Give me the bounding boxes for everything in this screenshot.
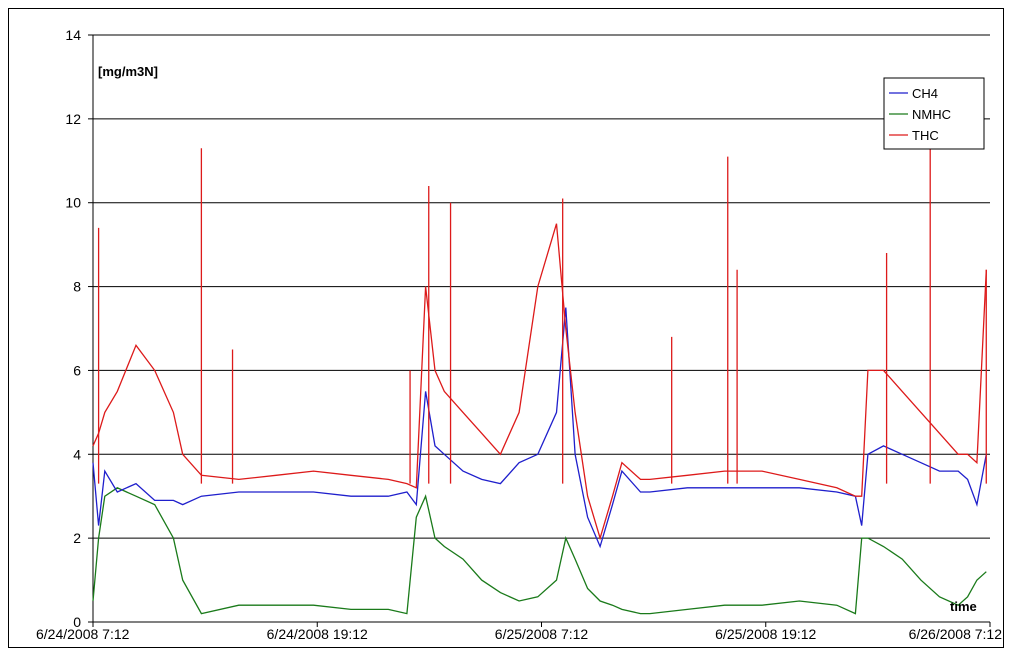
legend-label-nmhc: NMHC [912,107,951,122]
series-line-ch4 [92,307,987,549]
y-tick-label: 4 [73,446,81,462]
series-line-nmhc [92,487,987,615]
y-tick-label: 12 [65,111,81,127]
legend-label-ch4: CH4 [912,86,938,101]
y-tick-label: 10 [65,195,81,211]
gridlines [93,34,990,539]
x-tick-label: 6/24/2008 19:12 [267,626,368,642]
x-tick-label: 6/25/2008 7:12 [495,626,589,642]
y-tick-label: 14 [65,27,81,43]
x-tick-label: 6/26/2008 7:12 [909,626,1003,642]
legend-label-thc: THC [912,128,939,143]
x-axis-label: time [950,599,977,614]
y-tick-label: 8 [73,279,81,295]
x-tick-label: 6/25/2008 19:12 [715,626,816,642]
y-axis-label: [mg/m3N] [98,64,158,79]
legend: CH4 NMHC THC [883,77,985,150]
x-tick-label: 6/24/2008 7:12 [36,626,130,642]
y-tick-label: 0 [73,614,81,630]
x-axis-ticks: 6/24/2008 7:12 6/24/2008 19:12 6/25/2008 7… [36,622,1002,642]
y-axis-ticks: 0 2 4 6 8 10 12 14 [65,27,990,630]
y-tick-label: 6 [73,362,81,378]
series-line-thc [92,223,987,541]
y-tick-label: 2 [73,530,81,546]
series-lines [92,85,987,615]
